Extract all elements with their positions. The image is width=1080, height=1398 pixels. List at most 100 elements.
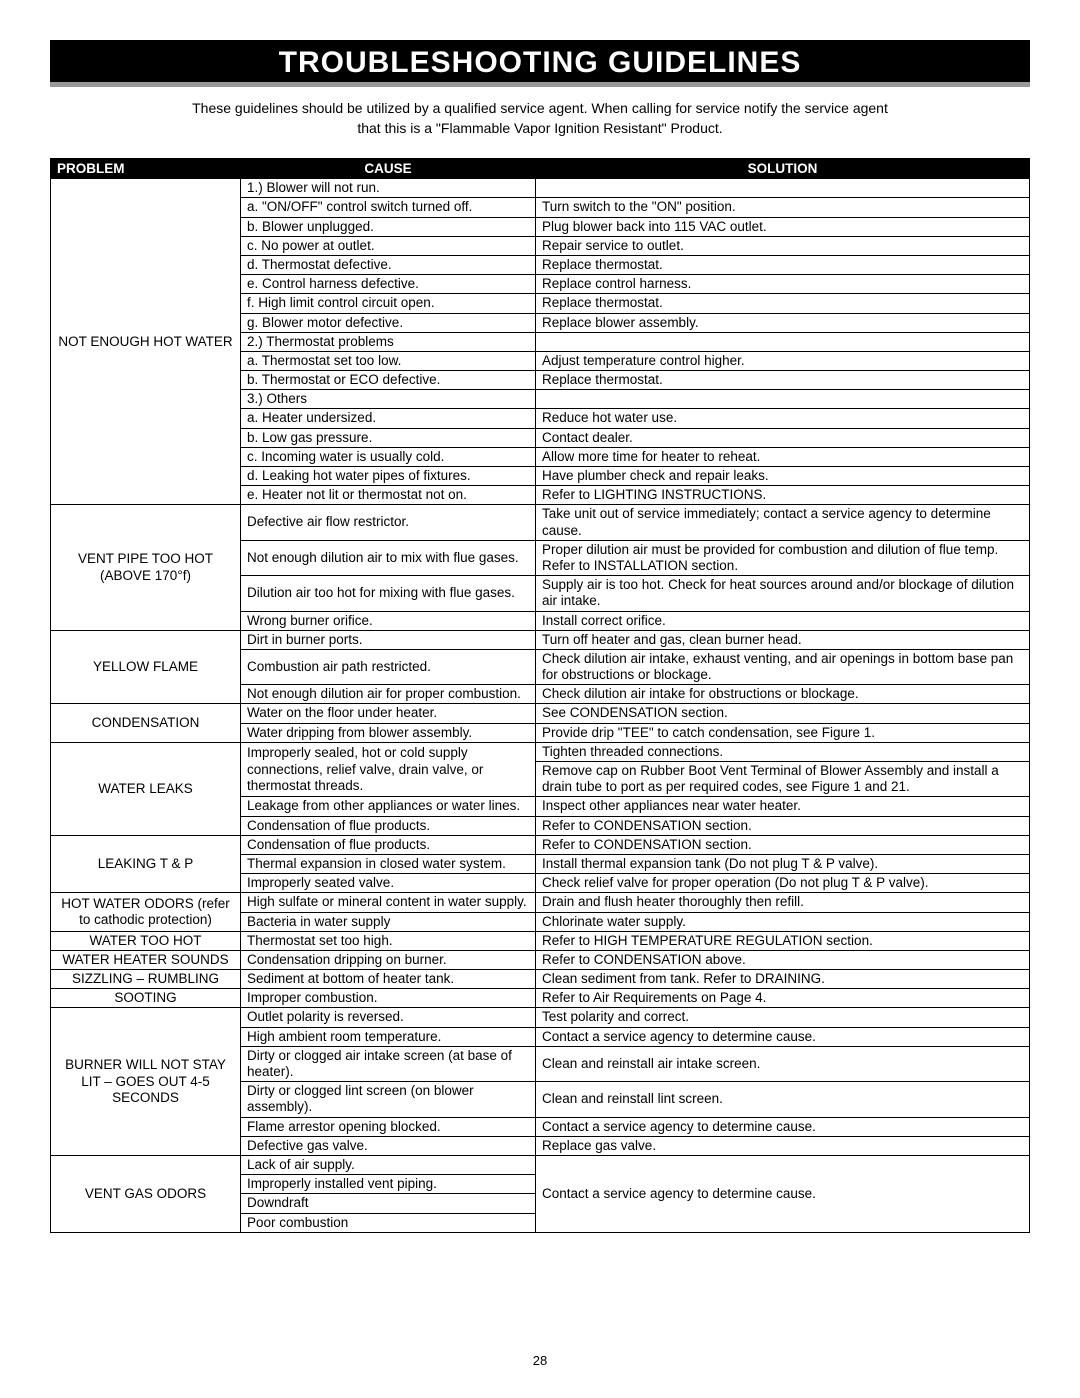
table-cell: d. Thermostat defective.	[241, 255, 536, 274]
page-number: 28	[50, 1353, 1030, 1368]
table-cell: NOT ENOUGH HOT WATER	[51, 179, 241, 505]
table-cell: Refer to LIGHTING INSTRUCTIONS.	[536, 486, 1030, 505]
table-cell: Not enough dilution air for proper combu…	[241, 685, 536, 704]
table-cell: Refer to CONDENSATION above.	[536, 950, 1030, 969]
table-cell: Defective gas valve.	[241, 1136, 536, 1155]
table-cell: Inspect other appliances near water heat…	[536, 797, 1030, 816]
table-cell: CONDENSATION	[51, 704, 241, 742]
table-cell: Improperly installed vent piping.	[241, 1175, 536, 1194]
table-cell: c. Incoming water is usually cold.	[241, 447, 536, 466]
table-cell: Water on the floor under heater.	[241, 704, 536, 723]
table-cell: b. Blower unplugged.	[241, 217, 536, 236]
table-cell: Clean and reinstall air intake screen.	[536, 1046, 1030, 1081]
table-cell: Replace control harness.	[536, 275, 1030, 294]
table-cell: Dirt in burner ports.	[241, 630, 536, 649]
table-cell: Refer to CONDENSATION section.	[536, 835, 1030, 854]
intro-line1: These guidelines should be utilized by a…	[192, 100, 888, 116]
table-cell: e. Control harness defective.	[241, 275, 536, 294]
table-cell: Improper combustion.	[241, 989, 536, 1008]
table-cell: WATER LEAKS	[51, 742, 241, 835]
table-cell: Refer to Air Requirements on Page 4.	[536, 989, 1030, 1008]
table-cell: Contact a service agency to determine ca…	[536, 1027, 1030, 1046]
table-cell: Replace thermostat.	[536, 294, 1030, 313]
table-cell: a. Heater undersized.	[241, 409, 536, 428]
table-row: YELLOW FLAMEDirt in burner ports.Turn of…	[51, 630, 1030, 649]
table-cell: a. Thermostat set too low.	[241, 351, 536, 370]
table-cell: b. Thermostat or ECO defective.	[241, 371, 536, 390]
table-cell: Condensation of flue products.	[241, 816, 536, 835]
table-cell: High ambient room temperature.	[241, 1027, 536, 1046]
table-cell: Test polarity and correct.	[536, 1008, 1030, 1027]
intro-text: These guidelines should be utilized by a…	[90, 99, 990, 138]
table-row: VENT PIPE TOO HOT (ABOVE 170°f)Defective…	[51, 505, 1030, 540]
table-cell: e. Heater not lit or thermostat not on.	[241, 486, 536, 505]
intro-line2: that this is a "Flammable Vapor Ignition…	[357, 120, 722, 136]
table-cell: Plug blower back into 115 VAC outlet.	[536, 217, 1030, 236]
table-cell: SOOTING	[51, 989, 241, 1008]
table-cell	[536, 332, 1030, 351]
table-cell: Replace blower assembly.	[536, 313, 1030, 332]
table-cell: Have plumber check and repair leaks.	[536, 467, 1030, 486]
table-cell: Replace gas valve.	[536, 1136, 1030, 1155]
table-cell: Chlorinate water supply.	[536, 912, 1030, 931]
table-cell: b. Low gas pressure.	[241, 428, 536, 447]
header-solution: SOLUTION	[536, 159, 1030, 179]
table-cell: Repair service to outlet.	[536, 236, 1030, 255]
table-row: VENT GAS ODORSLack of air supply.Contact…	[51, 1155, 1030, 1174]
banner-title: TROUBLESHOOTING GUIDELINES	[50, 46, 1030, 80]
table-row: WATER TOO HOTThermostat set too high.Ref…	[51, 931, 1030, 950]
table-cell: Clean and reinstall lint screen.	[536, 1082, 1030, 1117]
table-cell: Contact dealer.	[536, 428, 1030, 447]
table-cell: Outlet polarity is reversed.	[241, 1008, 536, 1027]
table-cell: Dirty or clogged air intake screen (at b…	[241, 1046, 536, 1081]
table-cell: Turn off heater and gas, clean burner he…	[536, 630, 1030, 649]
table-cell: Leakage from other appliances or water l…	[241, 797, 536, 816]
table-cell: SIZZLING – RUMBLING	[51, 970, 241, 989]
table-cell: c. No power at outlet.	[241, 236, 536, 255]
table-row: SIZZLING – RUMBLINGSediment at bottom of…	[51, 970, 1030, 989]
header-cause: CAUSE	[241, 159, 536, 179]
table-cell: Thermostat set too high.	[241, 931, 536, 950]
table-row: HOT WATER ODORS (refer to cathodic prote…	[51, 893, 1030, 912]
table-row: CONDENSATIONWater on the floor under hea…	[51, 704, 1030, 723]
table-cell: f. High limit control circuit open.	[241, 294, 536, 313]
table-cell: HOT WATER ODORS (refer to cathodic prote…	[51, 893, 241, 931]
table-cell: Dilution air too hot for mixing with flu…	[241, 576, 536, 611]
table-cell: YELLOW FLAME	[51, 630, 241, 704]
table-cell: Bacteria in water supply	[241, 912, 536, 931]
table-cell: Replace thermostat.	[536, 255, 1030, 274]
table-cell: Contact a service agency to determine ca…	[536, 1117, 1030, 1136]
table-cell: Check dilution air intake for obstructio…	[536, 685, 1030, 704]
table-cell: Poor combustion	[241, 1213, 536, 1232]
table-cell: Flame arrestor opening blocked.	[241, 1117, 536, 1136]
table-cell: BURNER WILL NOT STAY LIT – GOES OUT 4-5 …	[51, 1008, 241, 1156]
table-cell: a. "ON/OFF" control switch turned off.	[241, 198, 536, 217]
table-cell: Take unit out of service immediately; co…	[536, 505, 1030, 540]
table-cell: Replace thermostat.	[536, 371, 1030, 390]
table-cell: WATER TOO HOT	[51, 931, 241, 950]
table-cell: Turn switch to the "ON" position.	[536, 198, 1030, 217]
table-cell: Allow more time for heater to reheat.	[536, 447, 1030, 466]
table-cell: See CONDENSATION section.	[536, 704, 1030, 723]
table-cell: Install correct orifice.	[536, 611, 1030, 630]
table-cell: Not enough dilution air to mix with flue…	[241, 540, 536, 575]
table-cell: Improperly sealed, hot or cold supply co…	[241, 742, 536, 797]
table-header-row: PROBLEM CAUSE SOLUTION	[51, 159, 1030, 179]
table-cell: Check dilution air intake, exhaust venti…	[536, 649, 1030, 684]
table-cell: High sulfate or mineral content in water…	[241, 893, 536, 912]
table-cell: WATER HEATER SOUNDS	[51, 950, 241, 969]
table-cell: Proper dilution air must be provided for…	[536, 540, 1030, 575]
table-row: LEAKING T & PCondensation of flue produc…	[51, 835, 1030, 854]
table-cell: Improperly seated valve.	[241, 874, 536, 893]
table-cell	[536, 179, 1030, 198]
table-cell: 2.) Thermostat problems	[241, 332, 536, 351]
troubleshooting-table: PROBLEM CAUSE SOLUTION NOT ENOUGH HOT WA…	[50, 158, 1030, 1233]
table-cell: Adjust temperature control higher.	[536, 351, 1030, 370]
table-cell: 3.) Others	[241, 390, 536, 409]
table-cell: Provide drip "TEE" to catch condensation…	[536, 723, 1030, 742]
table-body: NOT ENOUGH HOT WATER1.) Blower will not …	[51, 179, 1030, 1233]
table-cell: Dirty or clogged lint screen (on blower …	[241, 1082, 536, 1117]
table-cell: Sediment at bottom of heater tank.	[241, 970, 536, 989]
table-cell: Defective air flow restrictor.	[241, 505, 536, 540]
table-cell: Wrong burner orifice.	[241, 611, 536, 630]
